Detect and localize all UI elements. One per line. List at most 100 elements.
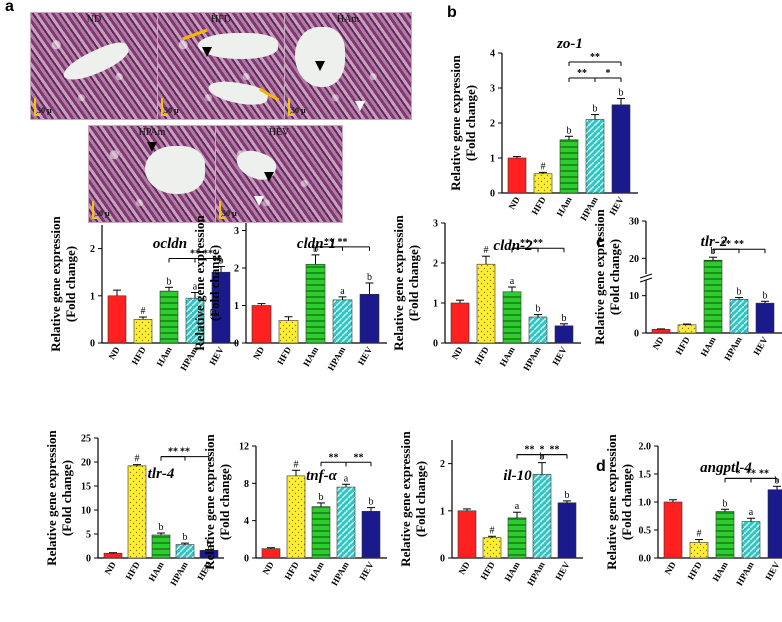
bar-nd	[103, 552, 123, 559]
micrograph-hev: HEV 50 µ	[215, 125, 343, 223]
y-tick-label: 0	[234, 339, 239, 350]
scale-label: 50 µ	[291, 106, 306, 115]
bar-hpam	[332, 299, 353, 344]
y-tick-label: 10	[81, 506, 91, 517]
y-axis-label-line: Relative gene expression	[202, 433, 217, 569]
bar-hpam	[729, 299, 749, 334]
bar-hfd	[482, 537, 502, 559]
significance-stars: **	[338, 237, 348, 248]
bar-hev	[611, 104, 631, 194]
bar-hfd	[689, 542, 709, 559]
scale-bar	[219, 201, 225, 219]
y-tick-label: 0	[634, 329, 639, 340]
x-tick-label: ND	[251, 345, 266, 362]
x-tick-label: HEV	[763, 560, 782, 582]
bar-ham	[502, 291, 522, 344]
y-tick-label: 2	[440, 459, 445, 470]
lumen	[145, 146, 205, 194]
significance-letter: b	[562, 313, 567, 324]
y-axis-label: Relative gene expression(Fold change)	[398, 430, 428, 566]
x-tick-label: HEV	[751, 335, 770, 357]
x-tick-label: HPAm	[722, 335, 744, 363]
scale-label: 50 µ	[222, 209, 237, 218]
y-tick-label: 1.5	[639, 470, 652, 481]
chart-title: angptl-4	[700, 460, 752, 476]
micrograph-label: HFD	[210, 14, 231, 25]
bar-hev	[755, 302, 775, 334]
y-axis-label: Relative gene expression(Fold change)	[48, 215, 78, 351]
x-tick-label: HAm	[147, 560, 166, 584]
x-tick-label: HPAm	[521, 345, 543, 373]
y-axis-label-line: Relative gene expression	[398, 430, 413, 566]
panel-label-a: a	[5, 0, 14, 15]
micrograph-ham: HAm 50 µ	[284, 12, 412, 120]
arrowhead-icon	[264, 172, 274, 182]
y-tick-label: 15	[81, 482, 91, 493]
bar-hpam	[585, 119, 605, 194]
bar-nd	[107, 295, 127, 344]
scale-bar	[288, 98, 294, 116]
significance-stars: **	[533, 238, 543, 249]
y-tick-label: 0	[244, 554, 249, 565]
bar-hfd	[677, 324, 697, 334]
significance-stars: *	[540, 445, 545, 456]
x-tick-label: HFD	[530, 195, 548, 217]
x-tick-label: HFD	[130, 345, 148, 367]
significance-letter: b	[183, 532, 188, 543]
significance-stars: **	[746, 468, 756, 479]
y-axis-label-line: Relative gene expression	[44, 429, 59, 565]
x-tick-label: HFD	[473, 345, 491, 367]
significance-letter: b	[565, 490, 570, 501]
bar-hfd	[278, 320, 299, 344]
x-tick-label: HEV	[356, 345, 375, 367]
y-axis-label-line: (Fold change)	[463, 85, 478, 161]
y-tick-label: 5	[86, 530, 91, 541]
x-tick-label: HAm	[307, 560, 326, 584]
bar-hfd	[533, 173, 553, 194]
significance-letter: b	[763, 290, 768, 301]
y-tick-label: 1	[433, 299, 438, 310]
chart-title: il-10	[503, 468, 532, 484]
y-tick-label: 4	[244, 516, 249, 527]
y-axis-label: Relative gene expression(Fold change)	[44, 429, 74, 565]
chart-il10: il-10 Relative gene expression(Fold chang…	[398, 430, 583, 587]
y-tick-label: 25	[81, 434, 91, 445]
bar-nd	[261, 548, 281, 559]
x-tick-label: HAm	[555, 195, 574, 219]
significance-letter: b	[367, 272, 372, 283]
y-axis-label: Relative gene expression(Fold change)	[592, 208, 622, 344]
bar-nd	[663, 501, 683, 559]
significance-letter: b	[619, 88, 624, 99]
y-tick-label: 8	[244, 479, 249, 490]
chart-cldn2: cldn-2 Relative gene expression(Fold chan…	[391, 214, 581, 372]
significance-letter: b	[207, 539, 212, 550]
y-tick-label: 1.0	[639, 498, 652, 509]
significance-stars: **	[734, 239, 744, 250]
significance-stars: **	[324, 237, 334, 248]
y-tick-label: 0	[86, 554, 91, 565]
bar-hpam	[336, 486, 356, 559]
significance-stars: *	[606, 68, 611, 79]
chart-title: cldn-2	[493, 238, 533, 254]
y-tick-label: 0	[440, 554, 445, 565]
bar-ham	[559, 139, 579, 194]
y-axis-label-line: (Fold change)	[217, 464, 232, 540]
x-tick-label: ND	[507, 195, 522, 212]
significance-letter: b	[369, 497, 374, 508]
arrowhead-icon	[315, 61, 325, 71]
x-tick-label: ND	[103, 560, 118, 577]
bar-ham	[715, 511, 735, 559]
bar-hev	[767, 489, 782, 559]
x-tick-label: HPAm	[525, 560, 547, 588]
arrowhead-icon	[355, 101, 365, 111]
y-tick-label: 30	[629, 217, 639, 228]
significance-letter: b	[723, 498, 728, 509]
arrowhead-icon	[147, 142, 157, 152]
panel-label-b: b	[447, 4, 457, 21]
micrograph-nd: ND 50 µ	[30, 12, 158, 120]
y-axis-label-line: Relative gene expression	[592, 208, 607, 344]
y-axis-label-line: Relative gene expression	[48, 215, 63, 351]
chart-title: cldn-1	[297, 236, 336, 252]
